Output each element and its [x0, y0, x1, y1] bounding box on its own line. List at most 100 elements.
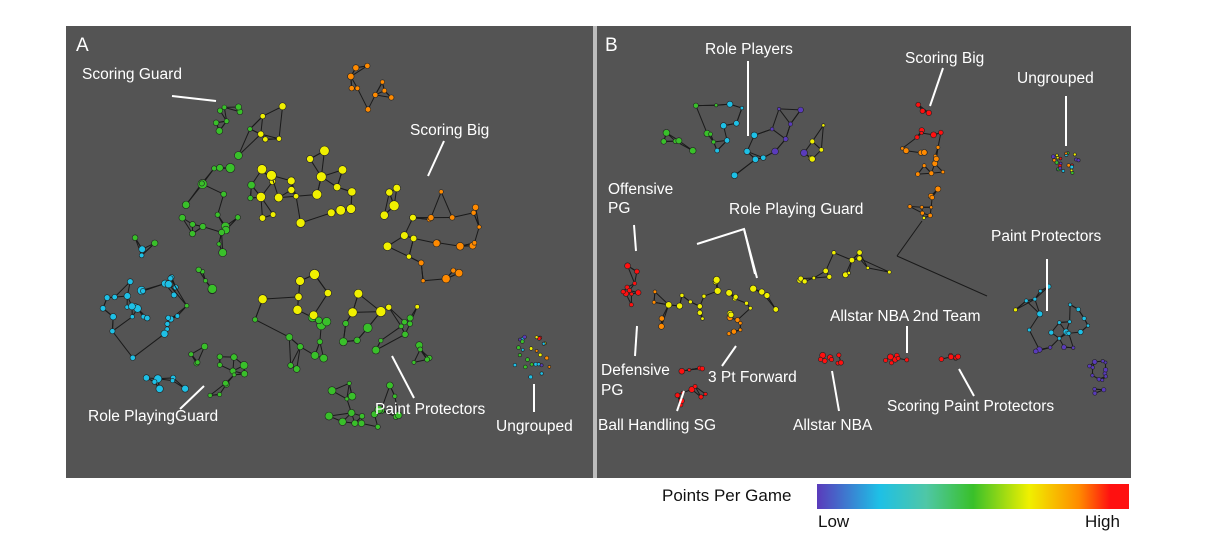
ungrouped-node: [520, 339, 525, 344]
network-node: [230, 353, 238, 361]
network-node: [109, 328, 116, 335]
network-node: [371, 345, 381, 355]
network-node: [234, 214, 241, 221]
network-node: [239, 361, 249, 370]
network-node: [1057, 320, 1062, 325]
network-node: [327, 386, 337, 395]
network-node: [624, 262, 631, 270]
network-node: [713, 287, 722, 295]
network-node: [258, 214, 266, 222]
network-node: [1013, 307, 1018, 313]
network-node: [933, 155, 940, 162]
ungrouped-node: [528, 346, 534, 351]
network-node: [922, 163, 927, 168]
network-node: [927, 213, 933, 219]
network-node: [170, 291, 178, 299]
network-node: [919, 108, 926, 114]
network-node: [375, 306, 387, 317]
network-node: [293, 193, 300, 200]
network-node: [1068, 302, 1073, 307]
network-node: [411, 360, 417, 365]
network-node: [701, 293, 707, 299]
network-node: [292, 305, 303, 315]
network-node: [217, 107, 224, 114]
network-node: [294, 292, 303, 301]
network-node: [247, 181, 256, 190]
network-node: [319, 354, 328, 363]
network-node: [285, 333, 294, 341]
network-node: [327, 208, 336, 217]
network-node: [160, 329, 169, 338]
legend-title: Points Per Game: [662, 486, 792, 505]
network-node: [726, 100, 734, 108]
network-node: [184, 303, 190, 309]
network-node: [1077, 329, 1084, 335]
label-offensive: Offensive: [608, 181, 674, 198]
network-node: [919, 130, 924, 136]
ungrouped-node: [1064, 151, 1068, 156]
network-node: [1086, 323, 1091, 328]
network-node: [151, 239, 159, 247]
network-node: [342, 320, 350, 327]
network-node: [306, 155, 314, 163]
network-node: [144, 315, 151, 322]
network-node: [822, 267, 829, 274]
network-node: [1090, 373, 1095, 378]
network-node: [138, 245, 146, 253]
network-node: [1081, 316, 1087, 321]
panel-a-letter: A: [76, 35, 89, 56]
network-node: [414, 304, 420, 310]
label-scoring-paint-protectors: Scoring Paint Protectors: [887, 398, 1055, 415]
network-node: [1092, 387, 1097, 392]
ungrouped-node: [539, 363, 544, 368]
allstar-node: [836, 352, 842, 358]
network-node: [259, 113, 266, 120]
network-node: [1101, 387, 1107, 393]
network-node: [131, 234, 139, 241]
network-node: [164, 321, 171, 327]
network-node: [235, 103, 242, 111]
network-node: [714, 147, 720, 154]
legend-color-bar: [817, 484, 1129, 509]
network-node: [848, 257, 855, 264]
label-role-playing-guard: Role Playing Guard: [729, 201, 864, 218]
network-node: [295, 218, 306, 228]
network-node: [309, 269, 320, 280]
network-node: [679, 293, 685, 298]
network-node: [651, 300, 657, 305]
network-node: [216, 241, 222, 247]
network-node: [333, 183, 342, 192]
network-node: [406, 314, 414, 322]
ungrouped-node: [534, 335, 539, 340]
network-node: [295, 276, 305, 286]
network-node: [925, 109, 932, 116]
network-node: [188, 351, 194, 358]
network-node: [698, 394, 704, 400]
network-node: [634, 268, 640, 275]
network-node: [189, 230, 196, 238]
network-node: [252, 316, 258, 323]
network-node: [372, 91, 379, 98]
network-node: [831, 250, 837, 256]
allstar-node: [938, 356, 945, 362]
network-node: [406, 253, 412, 260]
network-node: [287, 186, 296, 194]
network-node: [471, 240, 478, 246]
network-node: [1075, 306, 1081, 312]
network-node: [392, 393, 398, 399]
ungrouped-node: [1069, 164, 1074, 170]
network-node: [801, 278, 808, 285]
network-node: [665, 301, 673, 309]
network-node: [692, 384, 698, 389]
network-node: [353, 336, 361, 344]
network-node: [821, 123, 826, 128]
network-node: [1057, 336, 1062, 341]
network-node: [348, 392, 357, 401]
network-node: [211, 165, 218, 172]
network-node: [658, 323, 665, 330]
network-node: [394, 411, 403, 419]
ungrouped-node: [516, 345, 521, 350]
network-node: [352, 64, 360, 72]
network-node: [678, 367, 685, 375]
network-node: [748, 306, 753, 311]
